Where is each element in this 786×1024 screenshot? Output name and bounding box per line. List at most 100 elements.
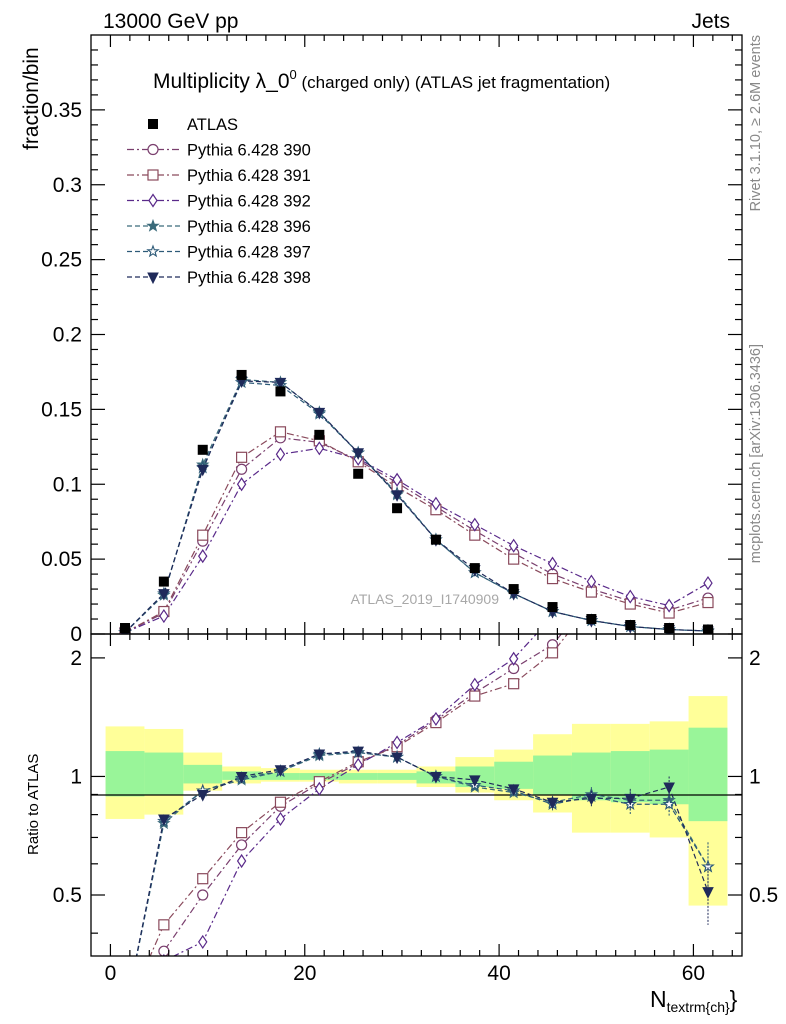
- series-line: [124, 447, 709, 634]
- ratio-series: [120, 360, 715, 1019]
- series-point: [547, 556, 558, 571]
- series-point: [275, 447, 286, 462]
- header-left: 13000 GeV pp: [103, 10, 238, 33]
- legend-label: Pythia 6.428 397: [187, 244, 311, 262]
- ratio-point: [120, 1009, 130, 1019]
- atlas-data-points: [120, 369, 713, 634]
- ratio-point: [352, 746, 365, 759]
- axis-tick-labels: 0 20 40 60 0 0.05 0.1 0.15 0.2 0.25 0.3 0.35 0.5 0.5 1…: [41, 99, 778, 985]
- legend-marker: [146, 218, 160, 232]
- ratio-point: [663, 782, 675, 795]
- series-point: [236, 451, 248, 463]
- ratio-point: [662, 797, 676, 811]
- series-point: [625, 589, 635, 604]
- atlas-data-point: [430, 534, 441, 545]
- y-tick-label: 0.05: [41, 548, 82, 571]
- series-point: [236, 477, 247, 492]
- analysis-label: ATLAS_2019_I1740909: [351, 591, 500, 607]
- ratio-point: [703, 418, 713, 428]
- ratio-point: [586, 598, 596, 608]
- green-band-bin: [377, 773, 417, 780]
- series-line: [124, 431, 709, 634]
- atlas-data-point: [547, 602, 558, 613]
- ratio-point: [196, 789, 209, 802]
- ratio-point: [158, 919, 170, 931]
- legend-label: Pythia 6.428 398: [187, 269, 311, 287]
- y-tick-label: 0.1: [53, 473, 82, 496]
- ratio-point: [546, 647, 559, 659]
- series-line: [124, 380, 709, 633]
- mcplots-label: mcplots.cern.ch [arXiv:1306.3436]: [748, 344, 764, 563]
- green-band-bin: [338, 773, 378, 780]
- atlas-data-point: [275, 386, 286, 397]
- chart-title: Multiplicity λ_00 (charged only) (ATLAS …: [153, 67, 610, 93]
- series-point: [274, 377, 287, 390]
- ratio-point: [274, 765, 287, 777]
- ratio-point: [236, 839, 248, 851]
- legend-label: Pythia 6.428 396: [187, 218, 311, 236]
- ratio-point: [508, 678, 520, 690]
- series-point: [159, 608, 169, 624]
- ratio-point: [236, 827, 248, 839]
- ratio-point: [431, 711, 441, 726]
- ratio-point: [704, 360, 712, 372]
- ratio-point: [162, 953, 166, 956]
- ratio-y-tick-label: 0.5: [53, 884, 82, 907]
- series-point: [198, 549, 208, 564]
- series-point: [391, 490, 403, 502]
- ratio-point: [625, 567, 635, 577]
- x-tick-label: 20: [293, 962, 316, 985]
- y-axis-label: fraction/bin: [20, 47, 43, 150]
- ratio-y-tick-label-right: 1: [749, 765, 761, 788]
- ratio-point: [120, 1009, 130, 1019]
- atlas-data-point: [702, 624, 713, 634]
- series-point: [546, 572, 559, 585]
- series-point: [236, 463, 248, 475]
- ratio-point: [430, 771, 442, 784]
- legend-label: Pythia 6.428 391: [187, 167, 311, 185]
- green-band-bin: [533, 755, 572, 795]
- atlas-data-point: [314, 429, 325, 440]
- ratio-point: [507, 784, 520, 796]
- series-point: [703, 576, 713, 591]
- x-axis-label-sub: textrm{ch}: [667, 999, 730, 1015]
- ratio-point: [703, 431, 713, 441]
- ratio-point: [120, 1008, 130, 1018]
- ratio-point: [120, 1008, 130, 1018]
- legend-marker: [147, 143, 159, 156]
- atlas-data-point: [158, 576, 169, 587]
- ratio-point: [198, 934, 208, 950]
- series-point: [431, 496, 441, 511]
- ratio-point: [274, 796, 287, 808]
- ratio-point: [664, 530, 674, 540]
- ratio-point: [275, 811, 286, 827]
- ratio-line: [172, 634, 538, 956]
- atlas-data-point: [353, 468, 364, 479]
- ratio-point: [313, 749, 326, 762]
- atlas-data-point: [120, 623, 131, 634]
- ratio-point: [624, 793, 637, 806]
- ratio-line: [160, 634, 563, 956]
- legend-marker: [148, 119, 158, 129]
- ratio-line: [135, 750, 709, 956]
- green-band-bin: [183, 764, 223, 784]
- series-point: [314, 441, 325, 456]
- x-axis-label-main: N: [650, 986, 667, 1012]
- series-point: [313, 407, 326, 420]
- x-tick-label: 0: [105, 962, 117, 985]
- series-point: [470, 517, 480, 532]
- series-point: [586, 574, 597, 589]
- series-point: [702, 596, 714, 609]
- ratio-point: [197, 889, 209, 901]
- y-tick-label: 0: [70, 623, 82, 646]
- legend-label: ATLAS: [187, 116, 238, 134]
- atlas-data-point: [197, 444, 208, 455]
- series-point: [508, 553, 520, 565]
- green-band-bin: [105, 751, 145, 797]
- atlas-data-point: [508, 584, 519, 595]
- series-point: [197, 529, 209, 541]
- series-point: [664, 598, 674, 613]
- rivet-label: Rivet 3.1.10, ≥ 2.6M events: [748, 35, 764, 211]
- axis-ticks: [91, 35, 742, 956]
